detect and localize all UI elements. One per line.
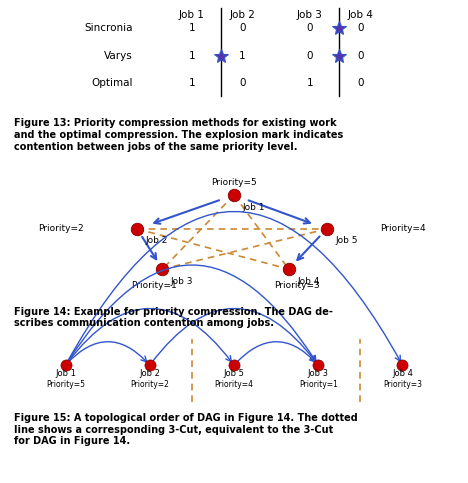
Text: Job 4: Job 4	[347, 10, 373, 20]
Text: Priority=3: Priority=3	[383, 380, 422, 389]
Text: Job 5: Job 5	[224, 369, 244, 378]
Text: Job 4: Job 4	[392, 369, 413, 378]
Text: 0: 0	[357, 51, 364, 61]
Text: Priority=5: Priority=5	[211, 178, 257, 187]
Text: 0: 0	[357, 23, 364, 33]
Text: Optimal: Optimal	[91, 78, 133, 88]
Text: Priority=3: Priority=3	[274, 281, 320, 290]
Text: 1: 1	[307, 78, 313, 88]
Text: Figure 15: A topological order of DAG in Figure 14. The dotted
line shows a corr: Figure 15: A topological order of DAG in…	[14, 413, 358, 446]
Text: 1: 1	[239, 51, 246, 61]
Text: Priority=2: Priority=2	[130, 380, 169, 389]
Text: 1: 1	[189, 51, 195, 61]
Text: Job 3: Job 3	[171, 277, 193, 285]
Text: 0: 0	[307, 51, 313, 61]
Text: Job 1: Job 1	[55, 369, 76, 378]
Text: Job 2: Job 2	[229, 10, 256, 20]
Text: Job 1: Job 1	[179, 10, 205, 20]
Text: Priority=1: Priority=1	[131, 281, 177, 290]
Text: Priority=1: Priority=1	[299, 380, 338, 389]
Text: 0: 0	[239, 78, 246, 88]
Text: Job 4: Job 4	[297, 277, 320, 285]
Text: Job 2: Job 2	[139, 369, 160, 378]
Text: 0: 0	[357, 78, 364, 88]
Text: Job 5: Job 5	[335, 237, 358, 245]
Text: Sincronia: Sincronia	[84, 23, 133, 33]
Text: Priority=5: Priority=5	[46, 380, 85, 389]
Text: Job 3: Job 3	[297, 10, 323, 20]
Text: Varys: Varys	[104, 51, 133, 61]
Text: 1: 1	[189, 23, 195, 33]
Text: Figure 13: Priority compression methods for existing work
and the optimal compre: Figure 13: Priority compression methods …	[14, 118, 344, 152]
Text: Job 3: Job 3	[308, 369, 329, 378]
Text: Priority=2: Priority=2	[38, 225, 84, 233]
Text: 0: 0	[307, 23, 313, 33]
Text: 1: 1	[189, 78, 195, 88]
Text: Figure 14: Example for priority compression. The DAG de-
scribes communication c: Figure 14: Example for priority compress…	[14, 307, 333, 328]
Text: Priority=4: Priority=4	[380, 225, 425, 233]
Text: Job 1: Job 1	[242, 202, 265, 212]
Text: Job 2: Job 2	[146, 237, 168, 245]
Text: 0: 0	[239, 23, 246, 33]
Text: Priority=4: Priority=4	[214, 380, 254, 389]
